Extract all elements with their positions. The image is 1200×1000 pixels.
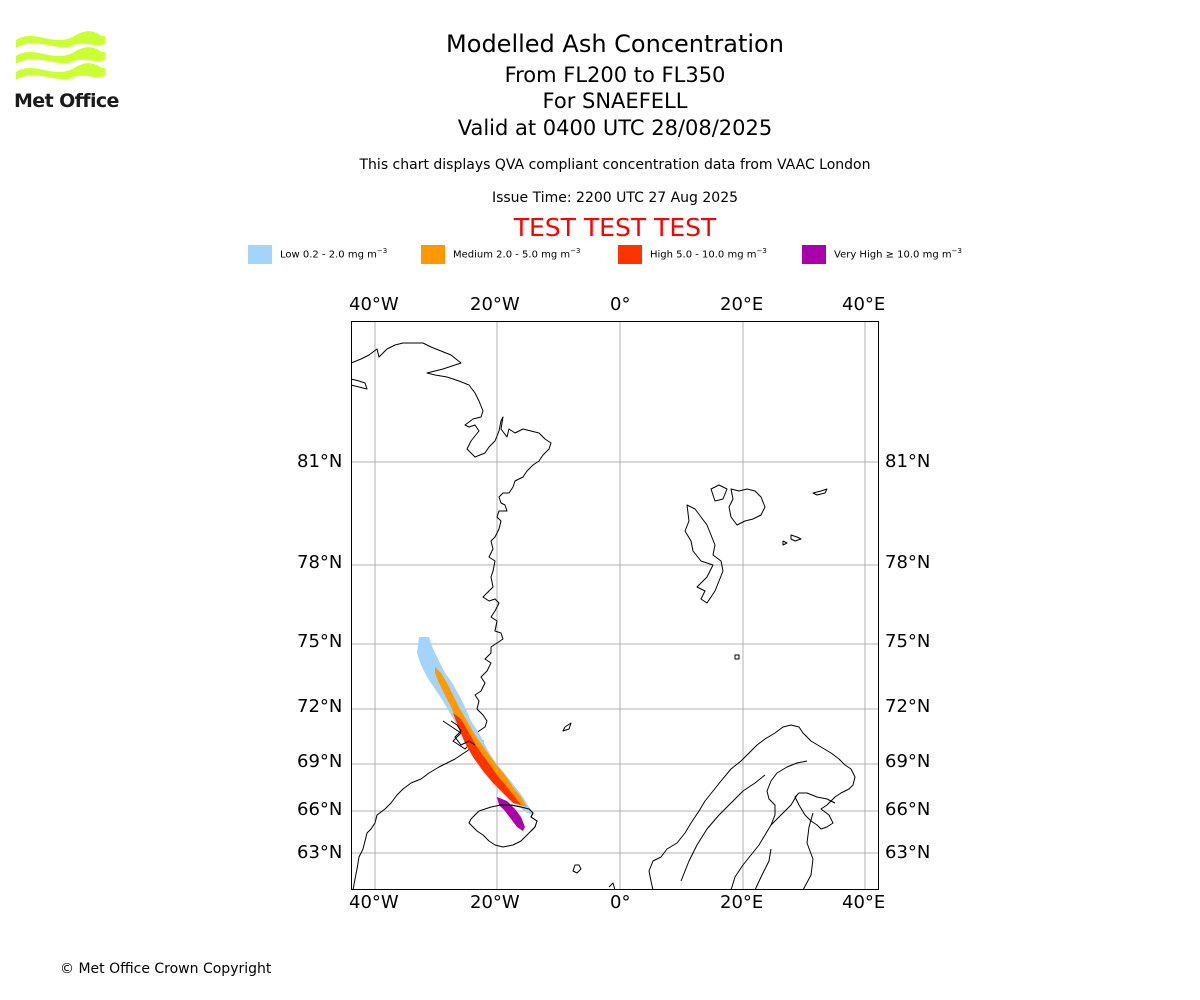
svalbard-islet-east xyxy=(812,488,828,496)
lat-tick-left-72n: 72°N xyxy=(297,696,343,717)
legend-label-high: High 5.0 - 10.0 mg m−3 xyxy=(650,247,767,261)
lon-tick-bottom-40w: 40°W xyxy=(349,892,399,913)
lon-tick-top-40e: 40°E xyxy=(842,294,886,315)
copyright-notice: © Met Office Crown Copyright xyxy=(60,961,272,977)
lat-tick-left-75n: 75°N xyxy=(297,631,343,652)
ash-plume xyxy=(417,637,535,831)
lat-tick-left-66n: 66°N xyxy=(297,799,343,820)
lon-tick-top-40w: 40°W xyxy=(349,294,399,315)
finland-east-border xyxy=(802,812,814,890)
bothnia-coast xyxy=(730,760,808,890)
jan-mayen xyxy=(562,722,572,732)
issue-time: Issue Time: 2200 UTC 27 Aug 2025 xyxy=(491,190,739,206)
chart-title: Modelled Ash Concentration xyxy=(446,30,784,58)
lat-tick-left-78n: 78°N xyxy=(297,552,343,573)
norway-sweden-border xyxy=(680,774,766,882)
greenland-coast xyxy=(351,342,552,890)
met-office-logo xyxy=(16,31,105,80)
flight-level-range: From FL200 to FL350 xyxy=(504,63,726,87)
legend-item-very-high: Very High ≥ 10.0 mg m−3 xyxy=(802,244,962,264)
legend-label-medium: Medium 2.0 - 5.0 mg m−3 xyxy=(453,247,581,261)
ash-high xyxy=(453,713,521,805)
greenland-east-overlay xyxy=(450,720,476,746)
coastlines xyxy=(351,342,856,890)
logo-wave-3 xyxy=(16,63,105,80)
legend-swatch-medium xyxy=(421,244,445,264)
logo-wave-2 xyxy=(16,47,105,64)
lat-tick-right-69n: 69°N xyxy=(885,751,931,772)
sweden-finland-border xyxy=(770,794,798,826)
legend-label-low: Low 0.2 - 2.0 mg m−3 xyxy=(280,247,388,261)
valid-time: Valid at 0400 UTC 28/08/2025 xyxy=(457,116,773,140)
svalbard-main xyxy=(684,484,766,604)
map-panel xyxy=(351,321,879,890)
lon-tick-top-20w: 20°W xyxy=(470,294,520,315)
lat-tick-left-63n: 63°N xyxy=(297,842,343,863)
baltic-coast xyxy=(754,848,772,890)
legend-item-high: High 5.0 - 10.0 mg m−3 xyxy=(618,244,767,264)
lat-tick-right-78n: 78°N xyxy=(885,552,931,573)
lon-tick-top-0: 0° xyxy=(610,294,631,315)
lat-tick-right-72n: 72°N xyxy=(885,696,931,717)
greenland-island-north xyxy=(351,378,368,390)
lon-tick-bottom-40e: 40°E xyxy=(842,892,886,913)
legend-label-very-high: Very High ≥ 10.0 mg m−3 xyxy=(834,247,962,261)
faroe-islands xyxy=(572,864,582,874)
legend-item-medium: Medium 2.0 - 5.0 mg m−3 xyxy=(421,244,580,264)
legend-swatch-very-high xyxy=(802,244,826,264)
qva-subtitle: This chart displays QVA compliant concen… xyxy=(359,157,871,173)
lat-tick-right-81n: 81°N xyxy=(885,451,931,472)
lat-tick-left-81n: 81°N xyxy=(297,451,343,472)
lat-tick-right-63n: 63°N xyxy=(885,842,931,863)
map-frame xyxy=(351,321,879,890)
lon-tick-bottom-20w: 20°W xyxy=(470,892,520,913)
legend-swatch-high xyxy=(618,244,642,264)
logo-text: Met Office xyxy=(14,90,119,112)
lat-tick-left-69n: 69°N xyxy=(297,751,343,772)
greenland-east-fjords xyxy=(442,720,470,750)
test-banner: TEST TEST TEST xyxy=(513,213,717,242)
lon-tick-bottom-0: 0° xyxy=(610,892,631,913)
lon-tick-top-20e: 20°E xyxy=(720,294,764,315)
coastlines-overlay xyxy=(450,720,538,832)
lon-tick-bottom-20e: 20°E xyxy=(720,892,764,913)
ash-medium xyxy=(435,667,527,807)
legend-swatch-low xyxy=(248,244,272,264)
ash-low xyxy=(417,637,535,815)
iceland-coast-overlay xyxy=(499,804,538,832)
legend-item-low: Low 0.2 - 2.0 mg m−3 xyxy=(248,244,387,264)
logo-wave-1 xyxy=(16,31,105,48)
graticule xyxy=(351,321,879,890)
scandinavia-coast xyxy=(648,724,856,890)
lat-tick-right-75n: 75°N xyxy=(885,631,931,652)
svalbard-islet-small xyxy=(782,534,802,546)
shetland xyxy=(608,882,616,890)
bear-island xyxy=(734,654,740,660)
lat-tick-right-66n: 66°N xyxy=(885,799,931,820)
volcano-name: For SNAEFELL xyxy=(542,89,688,113)
